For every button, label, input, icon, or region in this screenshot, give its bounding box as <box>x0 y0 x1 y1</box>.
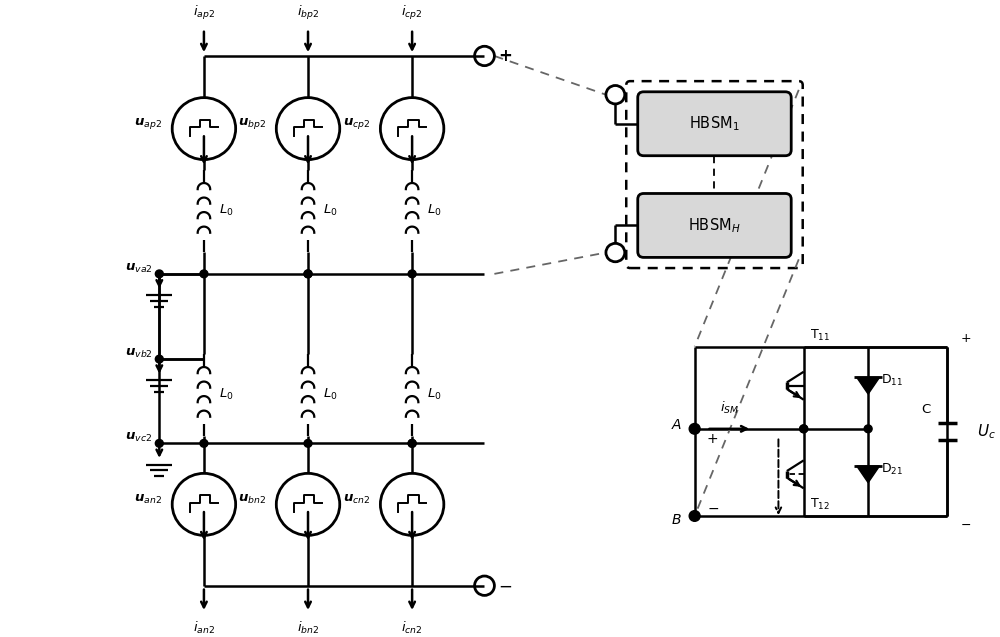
FancyBboxPatch shape <box>638 92 791 155</box>
Text: $-$: $-$ <box>960 518 971 531</box>
Text: $\boldsymbol{u}_{vc2}$: $\boldsymbol{u}_{vc2}$ <box>125 431 152 444</box>
Circle shape <box>800 425 808 433</box>
FancyBboxPatch shape <box>638 194 791 257</box>
Text: +: + <box>498 47 512 65</box>
Text: $A$: $A$ <box>671 418 682 432</box>
Text: $i_{cp2}$: $i_{cp2}$ <box>401 4 423 22</box>
Text: $L_0$: $L_0$ <box>323 203 338 218</box>
Text: $i_{cn2}$: $i_{cn2}$ <box>401 620 423 636</box>
Text: $L_0$: $L_0$ <box>219 387 233 403</box>
Text: $\boldsymbol{u}_{cp2}$: $\boldsymbol{u}_{cp2}$ <box>343 117 370 131</box>
Text: $i_{bp2}$: $i_{bp2}$ <box>297 4 319 22</box>
Text: $L_0$: $L_0$ <box>323 387 338 403</box>
Text: $\boldsymbol{u}_{bp2}$: $\boldsymbol{u}_{bp2}$ <box>238 117 266 131</box>
Polygon shape <box>857 466 880 483</box>
Text: $\boldsymbol{u}_{an2}$: $\boldsymbol{u}_{an2}$ <box>134 493 162 506</box>
Circle shape <box>408 440 416 447</box>
Text: $i_{bn2}$: $i_{bn2}$ <box>297 620 319 636</box>
Text: $-$: $-$ <box>498 576 513 595</box>
Circle shape <box>155 270 163 278</box>
Text: $i_{ap2}$: $i_{ap2}$ <box>193 4 215 22</box>
Text: $\boldsymbol{u}_{bn2}$: $\boldsymbol{u}_{bn2}$ <box>238 493 266 506</box>
Circle shape <box>689 424 700 434</box>
Text: T$_{11}$: T$_{11}$ <box>810 327 830 343</box>
Circle shape <box>408 440 416 447</box>
Circle shape <box>304 270 312 278</box>
Text: $-$: $-$ <box>707 501 719 515</box>
Circle shape <box>155 355 163 363</box>
Circle shape <box>408 270 416 278</box>
Circle shape <box>200 270 208 278</box>
Text: +: + <box>960 332 971 345</box>
Text: D$_{21}$: D$_{21}$ <box>881 462 903 477</box>
Polygon shape <box>857 377 880 394</box>
Text: $\boldsymbol{u}_{cn2}$: $\boldsymbol{u}_{cn2}$ <box>343 493 370 506</box>
Text: $L_0$: $L_0$ <box>219 203 233 218</box>
Circle shape <box>155 440 163 447</box>
Text: C: C <box>921 403 930 417</box>
Circle shape <box>304 270 312 278</box>
Text: T$_{12}$: T$_{12}$ <box>810 497 830 512</box>
Text: $B$: $B$ <box>671 513 682 527</box>
Text: D$_{11}$: D$_{11}$ <box>881 373 903 389</box>
Text: $\boldsymbol{u}_{va2}$: $\boldsymbol{u}_{va2}$ <box>125 262 152 275</box>
Text: $\boldsymbol{u}_{vb2}$: $\boldsymbol{u}_{vb2}$ <box>125 347 152 360</box>
Text: HBSM$_1$: HBSM$_1$ <box>689 115 740 133</box>
Text: HBSM$_H$: HBSM$_H$ <box>688 216 741 235</box>
Circle shape <box>304 440 312 447</box>
Text: $\boldsymbol{u}_{ap2}$: $\boldsymbol{u}_{ap2}$ <box>134 117 162 131</box>
Text: $i_{an2}$: $i_{an2}$ <box>193 620 215 636</box>
Text: $i_{SM}$: $i_{SM}$ <box>720 400 739 416</box>
Text: $L_0$: $L_0$ <box>427 203 442 218</box>
Circle shape <box>200 440 208 447</box>
Circle shape <box>689 511 700 521</box>
Text: $L_0$: $L_0$ <box>427 387 442 403</box>
Circle shape <box>800 425 808 433</box>
Text: +: + <box>707 431 718 445</box>
Text: $U_c$: $U_c$ <box>977 422 996 441</box>
Circle shape <box>864 425 872 433</box>
